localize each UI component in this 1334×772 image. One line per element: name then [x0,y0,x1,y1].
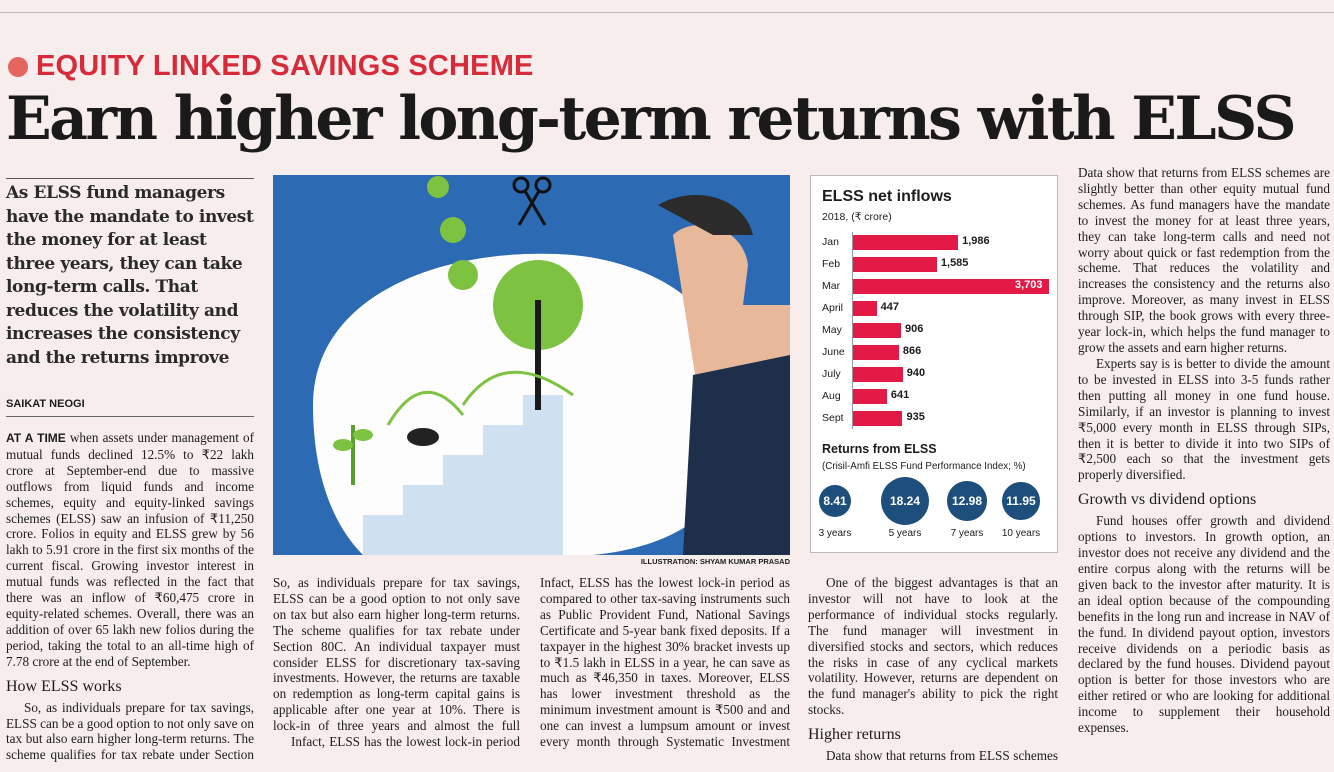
bar-value: 866 [902,345,922,357]
bar-label: July [822,368,841,380]
elss-chart-box: ELSS net inflows 2018, (₹ crore) Jan 1,98… [810,175,1058,553]
bar [853,367,903,382]
column-3: Infact, ELSS has the lowest lock-in peri… [540,575,790,750]
return-period-label: 10 years [1001,528,1041,539]
return-bubble: 18.24 [881,477,929,525]
bar-row: Mar 3,703 [811,276,1057,298]
bar-row: Jan 1,986 [811,232,1057,254]
return-period-label: 3 years [818,528,852,539]
bar-row: Sept 935 [811,408,1057,430]
return-bubble: 12.98 [947,481,987,521]
bar-value: 940 [906,367,926,379]
bar-value: 447 [880,301,900,313]
bar-value: 1,585 [940,257,969,269]
lead-in: AT A TIME [6,431,66,445]
bar-value: 935 [906,411,925,423]
paragraph: One of the biggest advantages is that an… [808,575,1058,718]
kicker: EQUITY LINKED SAVINGS SCHEME [8,50,534,83]
paragraph: Experts say is is better to divide the a… [1078,356,1330,483]
column-4: One of the biggest advantages is that an… [808,575,1058,764]
piggy-bank-illustration [313,176,790,555]
paragraph: Data show that returns from ELSS schemes… [1078,165,1330,355]
paragraph: Data show that returns from ELSS schemes… [808,748,1058,764]
bar [853,345,899,360]
bar-row: April 447 [811,298,1057,320]
returns-title: Returns from ELSS [822,442,937,456]
bar-label: April [822,302,844,314]
paragraph: So, as individuals prepare for tax savin… [273,575,520,734]
paragraph: Fund houses offer growth and dividend op… [1078,513,1330,736]
return-period-label: 7 years [950,528,984,539]
chart-subtitle: 2018, (₹ crore) [822,211,892,223]
bullet-dot-icon [8,56,28,77]
bar-value: 641 [890,389,910,401]
bull-icon [407,428,439,446]
bar-row: June 866 [811,342,1057,364]
illustration [273,175,790,555]
subhead: Growth vs dividend options [1078,491,1257,509]
return-bubble: 8.41 [819,485,851,517]
bar-label: Feb [822,258,841,270]
paragraph: when assets under management of mutual f… [6,430,254,669]
chart-title: ELSS net inflows [822,188,952,205]
paragraph: So, as individuals prepare for tax savin… [6,699,254,764]
paragraph: Infact, ELSS has the lowest lock-in peri… [540,575,790,750]
headline: Earn higher long-term returns with ELSS [6,84,1297,154]
chart-axis [852,232,853,429]
kicker-text: EQUITY LINKED SAVINGS SCHEME [36,50,534,82]
bar-label: Jan [822,236,839,248]
bar [853,301,877,316]
subhead: How ELSS works [6,677,122,695]
rupee-coin-icon [440,217,466,243]
subhead: Higher returns [808,726,901,744]
bar-row: Feb 1,585 [811,254,1057,276]
bar-label: May [822,324,842,336]
column-2: So, as individuals prepare for tax savin… [273,575,520,750]
bar [853,279,1049,294]
rupee-coin-icon [448,260,478,290]
byline: SAIKAT NEOGI [6,398,254,417]
bar-row: July 940 [811,364,1057,386]
column-5: Data show that returns from ELSS schemes… [1078,165,1330,736]
bar-value: 906 [904,323,924,335]
bar-label: Aug [822,390,841,402]
bar [853,323,901,338]
bar [853,235,959,250]
bar [853,389,887,404]
deck: As ELSS fund managers have the mandate t… [6,178,254,370]
bar-row: Aug 641 [811,386,1057,408]
bar-value: 3,703 [1015,279,1043,291]
illustration-credit: ILLUSTRATION: SHYAM KUMAR PRASAD [640,557,790,566]
bar [853,411,903,426]
return-period-label: 5 years [888,528,922,539]
column-1: AT A TIME when assets under management o… [6,430,254,764]
bar-value: 1,986 [962,235,990,247]
bar-label: Mar [822,280,841,292]
bar [853,257,937,272]
top-rule [0,12,1334,13]
bar-label: Sept [822,412,844,424]
rupee-coin-icon [427,176,449,198]
bar-label: June [822,346,845,358]
return-bubble: 11.95 [1002,482,1040,520]
returns-subtitle: (Crisil-Amfi ELSS Fund Performance Index… [822,461,1026,472]
paragraph: Infact, ELSS has the lowest lock-in peri… [273,734,520,750]
bar-row: May 906 [811,320,1057,342]
scissors-icon [512,176,552,226]
